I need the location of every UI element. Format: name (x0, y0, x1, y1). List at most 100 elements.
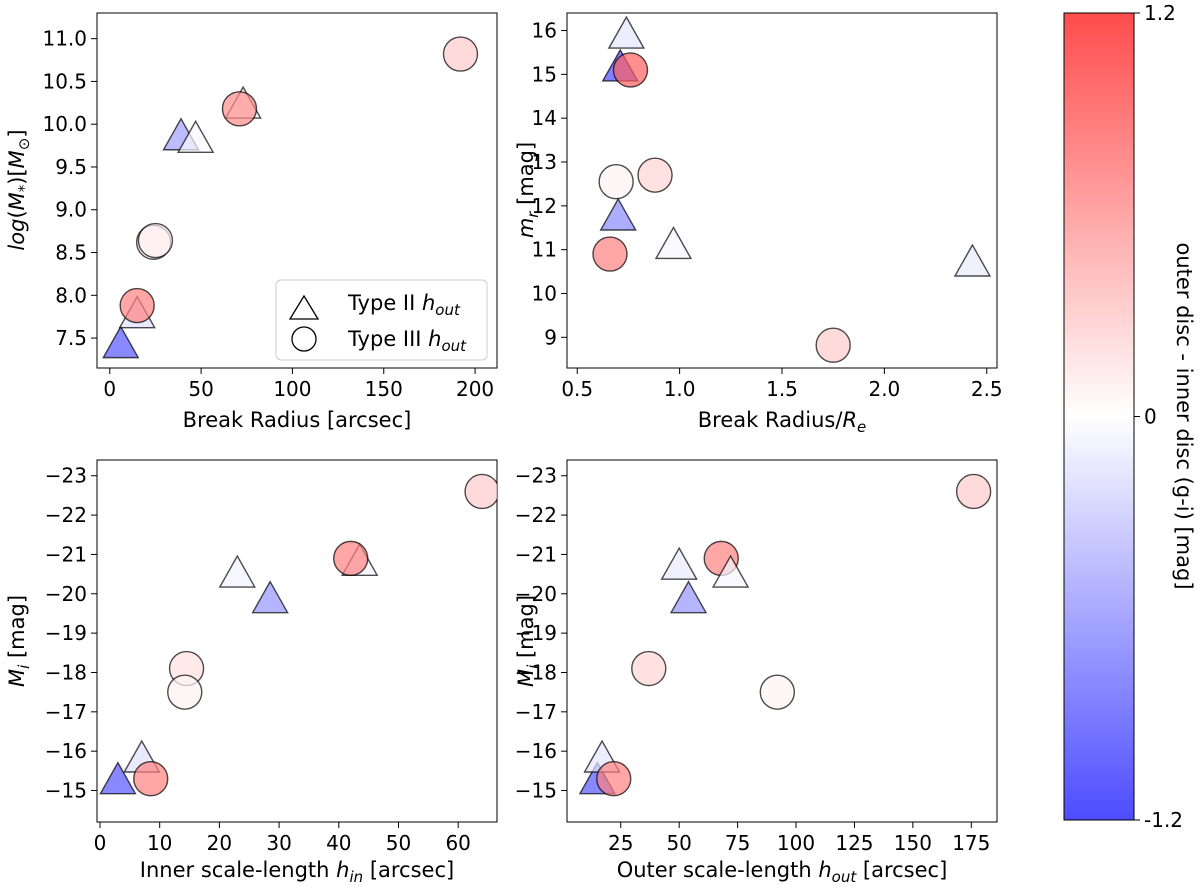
x-tick-label: 50 (666, 831, 691, 855)
y-tick-label: 8.0 (55, 283, 87, 307)
y-tick-label: 13 (532, 150, 557, 174)
circle-point (119, 287, 155, 324)
ylabel-top-left: log(M*)[M⊙] (5, 129, 33, 250)
x-tick-label: 10 (147, 831, 172, 855)
x-tick-label: 175 (952, 831, 990, 855)
y-tick-label: 11.0 (42, 27, 87, 51)
triangle-point (218, 554, 256, 588)
legend-box (275, 279, 488, 361)
x-tick-label: 75 (725, 831, 750, 855)
circle-point (167, 674, 203, 710)
y-tick-label: −22 (515, 503, 557, 527)
triangle-point (102, 325, 140, 359)
x-tick-label: 100 (777, 831, 815, 855)
x-tick-label: 40 (326, 831, 351, 855)
y-tick-label: 15 (532, 62, 557, 86)
y-tick-label: −20 (515, 582, 557, 606)
y-tick-label: −22 (45, 503, 87, 527)
y-tick-label: −16 (515, 739, 557, 763)
colorbar-gradient (1064, 13, 1134, 820)
legend-triangle-marker (288, 294, 320, 320)
x-tick-label: 0 (103, 377, 116, 401)
legend-entry-type-ii: Type II hout (347, 291, 461, 319)
colorbar-tick-label: 1.2 (1144, 1, 1176, 25)
y-tick-label: 10.5 (42, 69, 87, 93)
y-tick-label: −16 (45, 739, 87, 763)
panel-bottom-right: 25 50 75 100 125 150 175 −15 −16 −17 −18 −19 −20 −21 −… (515, 459, 998, 855)
data-points (578, 473, 992, 797)
y-tick-label: −18 (515, 660, 557, 684)
axes-frame (566, 459, 998, 823)
x-tick-label: 50 (188, 377, 213, 401)
circle-point (598, 164, 634, 200)
x-tick-label: 2.0 (868, 377, 900, 401)
data-points (99, 473, 497, 797)
circle-point (333, 540, 369, 577)
y-tick-label: 10.0 (42, 112, 87, 136)
y-tick-label: 9.5 (55, 155, 87, 179)
circle-point (137, 222, 174, 259)
triangle-point (711, 554, 750, 588)
x-tick-label: 25 (608, 831, 633, 855)
x-tick-label: 125 (835, 831, 873, 855)
circle-point (592, 236, 628, 272)
y-tick-label: −18 (45, 660, 87, 684)
xlabel-top-right: Break Radius/Re (698, 408, 867, 436)
circle-point (596, 761, 632, 797)
ylabel-bottom-right: Mi [mag] (514, 595, 542, 687)
panel-bottom-left: 0 10 20 30 40 50 60 −15 −16 −17 −18 −19 −20 −21 −22 −23 (45, 459, 498, 855)
y-tick-label: −21 (515, 542, 557, 566)
circle-point (464, 473, 497, 510)
y-tick-label: −15 (515, 779, 557, 803)
ylabel-top-right: mr [mag] (514, 142, 542, 238)
circle-point (759, 674, 796, 710)
circle-point (815, 327, 851, 363)
x-tick-label: 150 (894, 831, 932, 855)
y-tick-label: −20 (45, 582, 87, 606)
y-tick-label: −23 (45, 464, 87, 488)
colorbar-label: outer disc - inner disc (g-i) [mag] (1172, 242, 1196, 589)
x-tick-label: 50 (386, 831, 411, 855)
colorbar-ticks: 1.2 0 -1.2 (1134, 1, 1183, 832)
y-tick-label: −21 (45, 542, 87, 566)
xlabel-top-left: Break Radius [arcsec] (183, 408, 412, 432)
circle-point (637, 157, 673, 193)
triangle-point (607, 15, 646, 49)
colorbar-tick-label: -1.2 (1144, 808, 1183, 832)
legend-entry-type-iii: Type III hout (347, 327, 467, 355)
legend-circle-marker (291, 326, 317, 352)
circle-point (221, 91, 258, 127)
triangle-point (599, 197, 637, 231)
x-tick-label: 20 (207, 831, 232, 855)
y-tick-label: 9 (544, 325, 557, 349)
ylabel-bottom-left: Mi [mag] (5, 595, 33, 687)
data-points (102, 36, 479, 359)
y-tick-label: −23 (515, 464, 557, 488)
x-tick-label: 1.0 (664, 377, 696, 401)
x-tick-label: 30 (266, 831, 291, 855)
y-tick-label: 16 (532, 19, 557, 43)
triangle-point (176, 119, 215, 154)
y-tick-label: 11 (532, 238, 557, 262)
x-tick-label: 200 (456, 377, 494, 401)
x-tick-label: 150 (365, 377, 403, 401)
y-tick-label: −19 (45, 621, 87, 645)
triangle-point (654, 226, 693, 260)
y-tick-label: 10 (532, 281, 557, 305)
triangle-point (99, 761, 137, 795)
y-tick-label: 14 (532, 106, 557, 130)
triangle-point (660, 546, 698, 580)
circle-point (631, 650, 667, 687)
panel-top-right: 0.5 1.0 1.5 2.0 2.5 9 10 11 12 13 14 15 16 (532, 12, 1003, 401)
y-tick-label: 8.5 (55, 241, 87, 265)
data-points (592, 15, 992, 363)
x-tick-label: 1.5 (766, 377, 798, 401)
y-tick-label: −17 (515, 700, 557, 724)
y-tick-label: 9.0 (55, 198, 87, 222)
triangle-point (953, 243, 992, 277)
legend: Type II hout Type III hout (275, 279, 488, 361)
x-tick-label: 2.5 (971, 377, 1003, 401)
y-tick-label: 7.5 (55, 326, 87, 350)
xlabel-bottom-right: Outer scale-length hout [arcsec] (617, 858, 948, 886)
x-tick-label: 100 (273, 377, 311, 401)
